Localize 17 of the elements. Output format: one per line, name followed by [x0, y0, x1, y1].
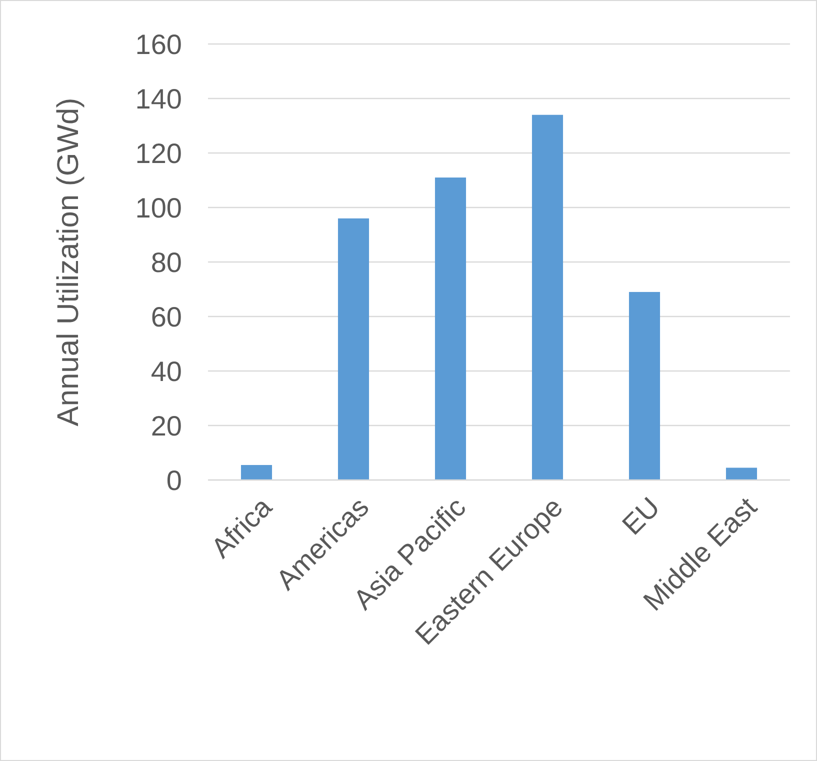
y-tick-label: 40: [150, 356, 182, 387]
y-tick-label: 160: [135, 28, 182, 60]
y-tick-label: 80: [150, 246, 182, 278]
y-tick-label: 140: [135, 83, 182, 114]
bar: [532, 114, 564, 480]
bar: [434, 178, 466, 480]
x-tick-label: EU: [616, 491, 666, 541]
y-tick-label: 20: [150, 410, 182, 442]
y-tick-label: 120: [135, 138, 182, 169]
y-tick-label: 100: [135, 192, 182, 224]
bar: [240, 465, 272, 480]
bar: [338, 218, 370, 480]
y-tick-label: 0: [166, 464, 182, 496]
bar: [726, 468, 758, 480]
y-tick-label: 60: [150, 301, 182, 332]
bar: [628, 292, 660, 480]
y-axis-title: Annual Utilization (GWd): [52, 98, 85, 426]
